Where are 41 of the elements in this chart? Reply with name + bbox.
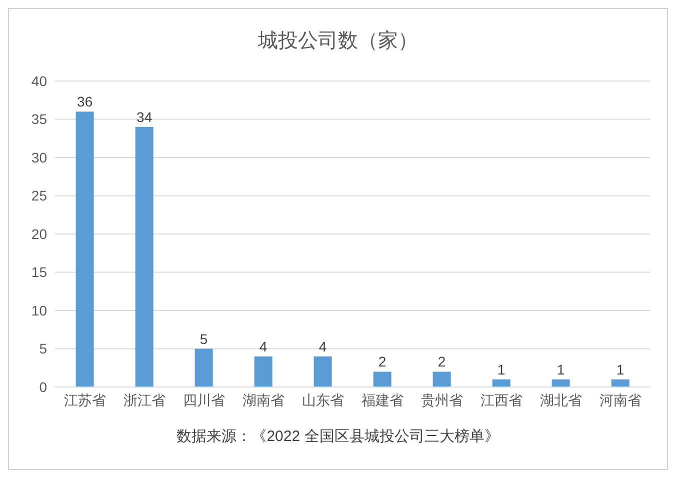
y-tick-label: 20 — [31, 226, 48, 242]
bar — [432, 372, 451, 387]
y-tick-label: 10 — [31, 302, 48, 318]
y-tick-label: 40 — [31, 72, 48, 89]
data-label: 1 — [556, 361, 565, 378]
data-label: 4 — [259, 338, 268, 354]
bar — [135, 126, 154, 387]
y-tick-label: 25 — [31, 188, 48, 204]
data-label: 1 — [497, 361, 506, 378]
x-tick-label: 湖南省 — [242, 392, 284, 408]
data-label: 5 — [200, 330, 208, 347]
bar — [76, 112, 94, 387]
chart-title: 城投公司数（家） — [257, 29, 419, 54]
bar — [492, 379, 510, 387]
bar — [254, 356, 272, 387]
y-tick-label: 5 — [39, 340, 48, 357]
data-label: 2 — [438, 354, 446, 370]
y-tick-label: 35 — [31, 111, 48, 128]
data-label: 34 — [136, 108, 152, 125]
x-tick-label: 贵州省 — [420, 392, 463, 408]
x-tick-label: 福建省 — [361, 392, 404, 408]
x-tick-label: 湖北省 — [540, 392, 582, 408]
data-label: 2 — [378, 354, 386, 370]
bar — [194, 348, 213, 387]
bar — [373, 372, 392, 387]
x-tick-label: 四川省 — [182, 392, 225, 408]
data-label: 4 — [318, 338, 327, 354]
y-tick-label: 30 — [31, 149, 48, 166]
source-note: 数据来源：《2022 全国区县城投公司三大榜单》 — [176, 427, 500, 446]
bar — [552, 379, 570, 387]
x-tick-label: 浙江省 — [123, 392, 166, 408]
bar — [611, 379, 630, 387]
data-label: 36 — [77, 94, 93, 110]
y-tick-label: 0 — [39, 378, 48, 395]
data-label: 1 — [616, 361, 624, 378]
y-tick-label: 15 — [31, 264, 48, 280]
x-tick-label: 山东省 — [302, 392, 344, 408]
x-tick-label: 江苏省 — [64, 392, 106, 408]
x-tick-label: 江西省 — [480, 392, 522, 408]
x-tick-label: 河南省 — [599, 392, 642, 408]
bar — [314, 356, 332, 387]
